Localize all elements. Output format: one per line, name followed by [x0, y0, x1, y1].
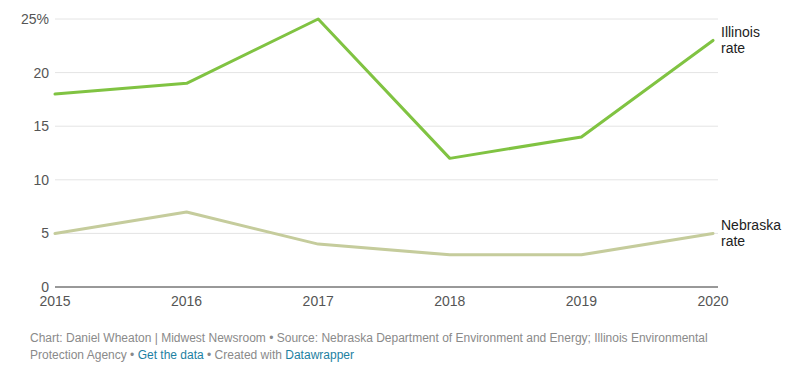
x-tick-label: 2016 [171, 293, 202, 309]
grid-line [55, 179, 718, 180]
footer-text: Created with [215, 348, 282, 362]
x-tick-label: 2020 [697, 293, 728, 309]
series-line [55, 19, 713, 158]
grid-line [55, 233, 718, 234]
series-line [55, 212, 713, 255]
footer-text: • [130, 348, 134, 362]
x-tick-label: 2017 [303, 293, 334, 309]
footer-link[interactable]: Datawrapper [285, 348, 354, 362]
y-tick-label: 20 [33, 65, 49, 81]
series-label: Nebraskarate [721, 217, 781, 249]
grid-line [55, 19, 718, 20]
y-tick-label: 5 [41, 225, 49, 241]
grid-line [55, 72, 718, 73]
series-label: Illinoisrate [721, 24, 760, 56]
footer-text: • [269, 331, 273, 345]
footer: Chart: Daniel Wheaton | Midwest Newsroom… [30, 330, 760, 364]
x-tick-label: 2018 [434, 293, 465, 309]
y-tick-label: 15 [33, 118, 49, 134]
footer-text: Chart: Daniel Wheaton | Midwest Newsroom [30, 331, 266, 345]
x-tick-label: 2019 [566, 293, 597, 309]
y-tick-label: 25% [21, 11, 49, 27]
plot-area [55, 19, 713, 255]
baseline [55, 287, 718, 288]
chart: 0510152025%201520162017201820192020Illin… [0, 0, 800, 325]
grid-line [55, 126, 718, 127]
x-tick-label: 2015 [39, 293, 70, 309]
footer-text: • [207, 348, 211, 362]
y-tick-label: 10 [33, 172, 49, 188]
footer-link[interactable]: Get the data [138, 348, 204, 362]
